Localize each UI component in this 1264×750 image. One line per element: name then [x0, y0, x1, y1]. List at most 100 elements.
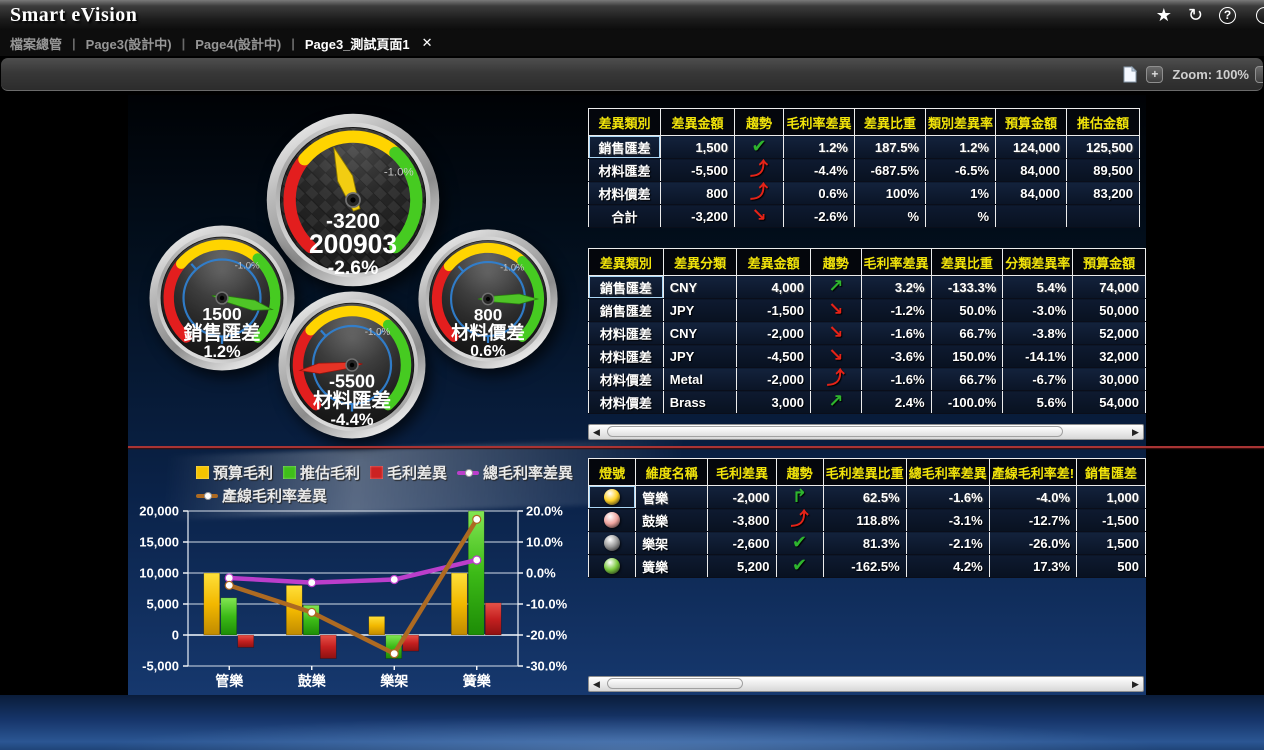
table-cell: -2,000 [736, 367, 811, 391]
svg-text:簧樂: 簧樂 [463, 673, 492, 689]
zoom-level-label: Zoom: 100% [1172, 66, 1249, 82]
gauge-sales-fx: -1.0% 1500 銷售匯差 1.2% [149, 225, 295, 371]
column-header[interactable]: 毛利差異 [707, 458, 777, 486]
scroll-left-icon[interactable]: ◀ [593, 678, 600, 689]
table-row[interactable]: 銷售匯差 CNY 4,000 ↗ 3.2% -133.3% 5.4% 74,000 [588, 275, 1146, 299]
column-header[interactable]: 差異類別 [588, 108, 661, 136]
table-cell: -1,500 [736, 298, 811, 322]
scrollbar-track[interactable] [604, 425, 1128, 439]
table-cell: -2,000 [707, 485, 777, 509]
scrollbar-thumb[interactable] [607, 678, 744, 689]
column-header[interactable]: 毛利率差異 [783, 108, 855, 136]
table-cell: ↘ [809, 344, 862, 368]
svg-text:0.0%: 0.0% [526, 566, 556, 581]
legend-item: 毛利差異 [370, 462, 447, 483]
dashboard-canvas: -1.0% -3200 200903 -2.6% -1.0% [128, 95, 1146, 695]
column-header[interactable]: 毛利差異比重 [822, 458, 907, 486]
favorite-star-icon[interactable]: ★ [1155, 5, 1172, 25]
column-header[interactable]: 推估金額 [1066, 108, 1141, 136]
table-cell: Brass [662, 390, 738, 414]
column-header[interactable]: 差異比重 [854, 108, 926, 136]
column-header[interactable]: 差異類別 [588, 248, 664, 276]
trend-check-green-icon: ✔ [792, 555, 808, 576]
table-cell: -3,800 [707, 508, 777, 532]
column-header[interactable]: 總毛利率差異 [905, 458, 990, 486]
table-cell: 材料價差 [588, 367, 664, 391]
variance-category-table[interactable]: 差異類別 差異金額 趨勢 毛利率差異 差異比重 類別差異率 預算金額 推估金額 銷售匯差 1,50… [588, 108, 1141, 228]
table-cell: ⤴ [734, 181, 784, 205]
column-header[interactable]: 毛利率差異 [860, 248, 932, 276]
gauge-range-label: -1.0% [235, 260, 261, 271]
table-row[interactable]: 樂架 -2,600 ✔ 81.3% -2.1% -26.0% 1,500 [587, 531, 1146, 555]
tab-page3-test-active[interactable]: Page3_測試頁面1 [304, 36, 410, 52]
table-row[interactable]: 材料價差 Metal -2,000 ⤴ -1.6% 66.7% -6.7% 30,000 [588, 367, 1146, 391]
svg-text:-30.0%: -30.0% [526, 659, 568, 674]
table-row[interactable]: 材料價差 800 ⤴ 0.6% 100% 1% 84,000 83,200 [588, 181, 1141, 205]
table-cell: 材料匯差 [588, 344, 664, 368]
chart-legend: 預算毛利 推估毛利 毛利差異 總毛利率差異 產線毛利率差異 [196, 462, 628, 506]
tab-file-explorer[interactable]: 檔案總管 [10, 36, 63, 52]
power-icon[interactable] [1256, 7, 1264, 24]
table-row[interactable]: 簧樂 5,200 ✔ -162.5% 4.2% 17.3% 500 [587, 554, 1146, 578]
tab-close-icon[interactable]: ✕ [421, 35, 433, 50]
variance-detail-table[interactable]: 差異類別 差異分類 差異金額 趨勢 毛利率差異 差異比重 分類差異率 預算金額 銷售匯差 CNY 4… [588, 248, 1146, 414]
column-header[interactable]: 分類差異率 [1002, 248, 1074, 276]
gauge-title: 銷售匯差 [184, 321, 261, 344]
gauge-value: 1500 [202, 304, 242, 324]
column-header[interactable]: 產線毛利率差! [988, 458, 1078, 486]
table-row[interactable]: 合計 -3,200 ↘ -2.6%%% [588, 204, 1141, 228]
column-header[interactable]: 預算金額 [995, 108, 1068, 136]
column-header[interactable]: 趨勢 [775, 458, 824, 486]
scrollbar-thumb[interactable] [607, 426, 1063, 437]
column-header[interactable]: 差異比重 [930, 248, 1004, 276]
table-row[interactable]: 材料匯差 CNY -2,000 ↘ -1.6% 66.7% -3.8% 52,000 [588, 321, 1146, 345]
column-header[interactable]: 預算金額 [1072, 248, 1146, 276]
column-header[interactable]: 差異分類 [662, 248, 738, 276]
column-header[interactable]: 維度名稱 [635, 458, 709, 486]
scroll-right-icon[interactable]: ▶ [1132, 678, 1139, 689]
scrollbar-track[interactable] [604, 677, 1128, 691]
table-cell: 17.3% [988, 554, 1078, 578]
h-scrollbar[interactable]: ◀ ▶ [588, 676, 1144, 692]
table-row[interactable]: 材料匯差 -5,500 ⤴ -4.4% -687.5% -6.5% 84,000 89,500 [588, 158, 1141, 182]
table-cell: JPY [662, 298, 738, 322]
column-header[interactable]: 趨勢 [734, 108, 784, 136]
dimension-signal-table[interactable]: 燈號 維度名稱 毛利差異 趨勢 毛利差異比重 總毛利率差異 產線毛利率差! 銷售匯差 管樂 -2,… [587, 458, 1146, 578]
zoom-in-button[interactable]: + [1146, 65, 1164, 83]
h-scrollbar[interactable]: ◀ ▶ [588, 424, 1144, 440]
column-header[interactable]: 銷售匯差 [1076, 458, 1146, 486]
table-row[interactable]: 銷售匯差 1,500 ✔ 1.2% 187.5% 1.2% 124,000 125,500 [588, 135, 1141, 159]
table-cell: ⤴ [775, 508, 824, 532]
refresh-icon[interactable]: ↻ [1187, 5, 1203, 25]
legend-label: 推估毛利 [300, 465, 361, 482]
table-cell: 1.2% [924, 135, 997, 159]
new-page-icon[interactable] [1123, 65, 1138, 83]
table-row[interactable]: 管樂 -2,000 ↱ 62.5% -1.6% -4.0% 1,000 [587, 485, 1146, 509]
column-header[interactable]: 趨勢 [809, 248, 862, 276]
tab-page3-design[interactable]: Page3(設計中) [85, 36, 172, 52]
table-row[interactable]: 銷售匯差 JPY -1,500 ↘ -1.2% 50.0% -3.0% 50,000 [588, 298, 1146, 322]
legend-label: 預算毛利 [213, 465, 274, 482]
scroll-left-icon[interactable]: ◀ [593, 426, 600, 437]
table-cell: 1,500 [660, 135, 735, 159]
table-cell: 83,200 [1066, 181, 1141, 205]
table-cell: 4,000 [736, 275, 811, 299]
tab-page4-design[interactable]: Page4(設計中) [195, 36, 282, 52]
table-cell: -133.3% [930, 275, 1004, 299]
column-header[interactable]: 燈號 [587, 458, 637, 486]
column-header[interactable]: 差異金額 [660, 108, 735, 136]
profit-combo-chart: 20,000 15,000 10,000 5,000 0 -5,000 20.0% 10.0%… [139, 504, 568, 690]
scroll-right-icon[interactable]: ▶ [1132, 426, 1139, 437]
table-row[interactable]: 鼓樂 -3,800 ⤴ 118.8% -3.1% -12.7% -1,500 [587, 508, 1146, 532]
zoom-out-button[interactable] [1255, 66, 1263, 83]
help-icon[interactable]: ? [1219, 6, 1236, 24]
table-cell: -3.8% [1002, 321, 1074, 345]
table-cell: 銷售匯差 [588, 298, 664, 322]
table-cell: 管樂 [635, 485, 709, 509]
column-header[interactable]: 類別差異率 [924, 108, 997, 136]
table-row[interactable]: 材料價差 Brass 3,000 ↗ 2.4% -100.0% 5.6% 54,000 [588, 390, 1146, 414]
column-header[interactable]: 差異金額 [736, 248, 811, 276]
table-row[interactable]: 材料匯差 JPY -4,500 ↘ -3.6% 150.0% -14.1% 32,000 [588, 344, 1146, 368]
svg-text:0: 0 [172, 628, 179, 643]
table-cell: -3.1% [905, 508, 990, 532]
